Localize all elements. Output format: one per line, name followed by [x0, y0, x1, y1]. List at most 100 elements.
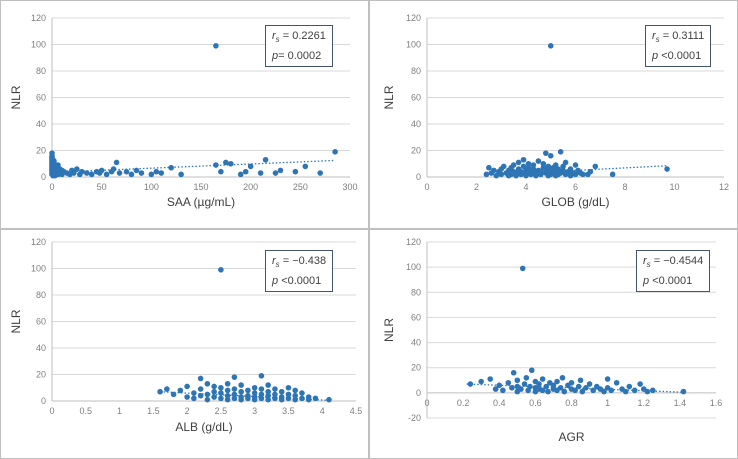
- stat-p-line: p <0.0001: [643, 273, 703, 289]
- x-tick-label: 200: [243, 182, 258, 192]
- data-point: [545, 388, 551, 395]
- stat-r-value: = −0.438: [282, 255, 327, 267]
- stat-p-value: = 0.0002: [278, 50, 322, 63]
- data-point: [509, 385, 515, 391]
- data-point: [528, 367, 535, 374]
- x-tick-label: 50: [97, 182, 107, 192]
- data-point: [527, 383, 533, 390]
- data-point: [285, 395, 292, 402]
- data-point: [258, 373, 265, 379]
- data-point: [498, 171, 505, 178]
- data-point: [133, 167, 140, 174]
- data-point: [49, 150, 55, 156]
- x-tick-label: 6: [573, 182, 578, 192]
- data-point: [213, 43, 219, 49]
- data-point: [326, 396, 332, 403]
- x-tick-label: 3.5: [282, 406, 295, 416]
- y-tick-label: 100: [406, 262, 421, 272]
- data-point: [305, 394, 312, 400]
- data-point: [157, 388, 163, 395]
- data-point: [609, 171, 616, 178]
- data-point: [197, 375, 204, 382]
- data-point: [649, 387, 656, 394]
- data-point: [543, 383, 550, 390]
- x-axis-title: GLOB (g/dL): [541, 195, 609, 209]
- data-point: [251, 394, 258, 400]
- y-tick-label: 20: [36, 370, 46, 380]
- data-point: [204, 380, 211, 387]
- data-point: [644, 388, 651, 395]
- data-point: [247, 163, 254, 170]
- stat-p-line: p= 0.0002: [272, 48, 326, 64]
- y-tick-label: 60: [36, 93, 46, 103]
- x-tick-label: 2: [474, 182, 479, 192]
- data-point: [110, 166, 117, 172]
- x-tick-label: 0.8: [565, 398, 578, 408]
- y-tick-label: 0: [416, 388, 421, 398]
- data-point: [523, 374, 530, 381]
- trendline: [466, 383, 684, 393]
- data-point: [680, 388, 687, 395]
- data-point: [299, 390, 305, 396]
- data-point: [515, 159, 522, 166]
- stat-p-symbol: p: [272, 275, 279, 288]
- stat-r-subscript: s: [275, 260, 280, 270]
- y-tick-label: 40: [411, 338, 421, 348]
- data-point: [500, 163, 507, 170]
- stat-r-line: rs = 0.3111: [652, 28, 704, 48]
- data-point: [265, 392, 271, 399]
- data-point: [285, 391, 292, 398]
- x-tick-label: 250: [293, 182, 308, 192]
- data-point: [285, 384, 292, 391]
- x-tick-label: 12: [719, 182, 729, 192]
- trendline: [486, 165, 668, 176]
- data-point: [103, 171, 110, 178]
- data-point: [184, 394, 190, 400]
- stat-p-symbol: p: [272, 50, 279, 63]
- data-point: [559, 374, 566, 381]
- data-point: [535, 158, 542, 164]
- data-point: [550, 382, 557, 389]
- data-point: [317, 170, 324, 176]
- data-point: [572, 162, 579, 168]
- stat-r-symbol: r: [643, 255, 647, 267]
- y-tick-label: 0: [41, 172, 46, 182]
- data-point: [123, 168, 130, 175]
- data-point: [153, 168, 160, 175]
- data-point: [613, 380, 620, 386]
- x-axis-title: ALB (g/dL): [175, 420, 232, 434]
- stat-p-line: p <0.0001: [272, 273, 326, 289]
- stat-box-saa: rs = 0.2261 p= 0.0002: [265, 25, 333, 68]
- data-point: [218, 390, 224, 396]
- data-point: [218, 168, 224, 175]
- data-point: [510, 369, 517, 376]
- data-point: [299, 395, 305, 402]
- data-point: [238, 388, 244, 395]
- data-point: [224, 392, 231, 399]
- y-tick-label: 60: [36, 317, 46, 327]
- x-tick-label: 2: [185, 406, 190, 416]
- data-point: [170, 391, 177, 398]
- stat-r-value: = 0.2261: [282, 30, 326, 42]
- data-point: [138, 170, 145, 176]
- data-point: [158, 170, 165, 176]
- data-point: [572, 387, 578, 394]
- stat-p-value: <0.0001: [652, 275, 693, 288]
- data-point: [540, 160, 547, 167]
- stat-box-glob: rs = 0.3111 p <0.0001: [645, 25, 712, 68]
- y-tick-label: 0: [41, 396, 46, 406]
- data-point: [631, 387, 638, 394]
- data-point: [88, 171, 95, 178]
- stat-r-line: rs = −0.4544: [643, 253, 703, 273]
- data-point: [519, 265, 526, 272]
- data-point: [218, 395, 224, 402]
- data-point: [492, 386, 499, 392]
- data-point: [637, 381, 643, 387]
- y-tick-label: 80: [411, 66, 421, 76]
- data-point: [98, 167, 105, 174]
- data-point: [292, 168, 299, 175]
- data-point: [211, 394, 217, 400]
- x-tick-label: 3: [252, 406, 257, 416]
